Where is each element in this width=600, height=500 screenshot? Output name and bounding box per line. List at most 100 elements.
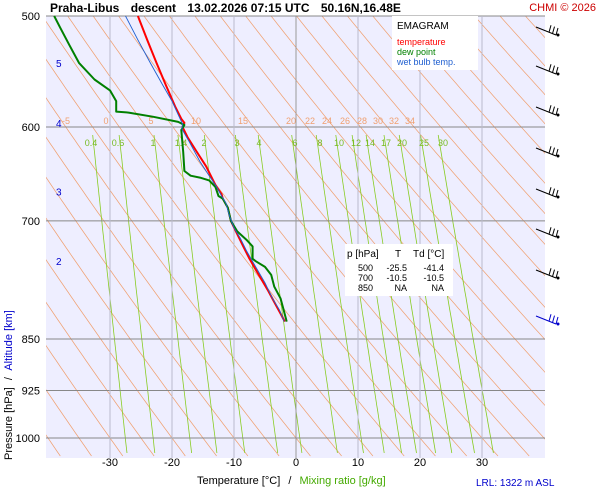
mixing-ratio-label: 0.6 <box>112 138 125 148</box>
wind-barb <box>535 227 560 239</box>
mixing-ratio-label: 20 <box>397 138 407 148</box>
dry-adiabat-line <box>576 16 600 456</box>
sounding-mode: descent <box>131 1 176 15</box>
dry-adiabat-label: 10 <box>191 116 201 126</box>
table-cell: -25.5 <box>386 263 407 273</box>
pressure-tick-label: 700 <box>22 216 40 228</box>
mixing-ratio-line <box>153 134 192 454</box>
mixing-ratio-label: 1.4 <box>175 138 188 148</box>
dry-adiabat-line <box>245 16 545 373</box>
dry-adiabat-label: 20 <box>286 116 296 126</box>
altitude-tick-label: 2 <box>56 257 62 268</box>
temperature-axis-label: Temperature [°C] <box>197 475 280 487</box>
table-header-p: p [hPa] <box>347 249 379 260</box>
mixing-ratio-line <box>177 134 218 454</box>
y-axis-label: Pressure [hPa] / Altitude [km] <box>3 310 15 460</box>
dry-adiabat-line <box>169 16 530 457</box>
mixing-ratio-label: 8 <box>317 138 322 148</box>
pressure-tick-label: 850 <box>22 334 40 346</box>
mixing-ratio-label: 17 <box>381 138 391 148</box>
dry-adiabat-line <box>423 16 545 154</box>
mixing-ratio-label: 6 <box>292 138 297 148</box>
mixing-ratio-line <box>118 134 156 454</box>
legend-temperature: temperature <box>397 37 446 47</box>
legend-wet-bulb: wet bulb temp. <box>396 57 456 67</box>
mixing-ratio-axis-label: Mixing ratio [g/kg] <box>299 475 385 487</box>
pressure-tick-label: 1000 <box>16 433 40 445</box>
dry-adiabat-label: 32 <box>389 116 399 126</box>
dry-adiabat-line <box>67 16 405 457</box>
dry-adiabat-line <box>46 97 311 457</box>
legend: EMAGRAM temperature dew point wet bulb t… <box>392 16 478 70</box>
axis-separator: / <box>3 376 15 380</box>
wind-barb <box>535 105 560 117</box>
legend-dew-point: dew point <box>397 47 436 57</box>
mixing-ratio-line <box>235 134 279 454</box>
dry-adiabat-line <box>46 217 217 457</box>
wind-barb <box>535 25 560 37</box>
dry-adiabat-label: 26 <box>340 116 350 126</box>
mixing-ratio-label: 3 <box>234 138 239 148</box>
dry-adiabat-line <box>270 16 545 340</box>
dry-adiabat-line <box>220 16 545 406</box>
dry-adiabat-line <box>46 301 155 457</box>
dry-adiabat-line <box>46 345 124 457</box>
mixing-ratio-line <box>203 134 246 454</box>
pressure-tick-label: 925 <box>22 386 40 398</box>
dry-adiabat-label: -5 <box>62 116 70 126</box>
dry-adiabat-label: 15 <box>238 116 248 126</box>
sounding-series <box>53 15 288 323</box>
table-header-td: Td [°C] <box>413 249 444 260</box>
dry-adiabat-line <box>46 20 374 457</box>
dry-adiabat-line <box>46 136 280 457</box>
pressure-axis-label: Pressure [hPa] <box>3 387 15 460</box>
altitude-tick-label: 5 <box>56 59 62 70</box>
mixing-ratio-label: 25 <box>419 138 429 148</box>
wind-barb <box>535 187 560 199</box>
mixing-ratio-line <box>315 134 364 454</box>
pressure-tick-label: 500 <box>22 11 40 23</box>
dry-adiabat-line <box>321 16 545 277</box>
table-header-t: T <box>395 249 401 260</box>
mixing-ratio-line <box>291 134 338 454</box>
lrl-label: LRL: 1322 m ASL <box>476 478 555 489</box>
mixing-ratio-label: 2 <box>201 138 206 148</box>
temperature-tick-label: 30 <box>476 457 488 469</box>
sounding-location: 50.16N,16.48E <box>321 1 401 15</box>
x-axis-label: Temperature [°C] / Mixing ratio [g/kg] <box>197 475 386 487</box>
legend-title: EMAGRAM <box>397 21 449 32</box>
mixing-ratio-label: 4 <box>256 138 261 148</box>
dry-adiabat-line <box>143 16 499 457</box>
table-cell: -10.5 <box>386 273 407 283</box>
wind-barbs <box>535 25 560 326</box>
mixing-ratio-label: 30 <box>438 138 448 148</box>
temperature-tick-label: 10 <box>352 457 364 469</box>
mixing-ratio-label: 14 <box>365 138 375 148</box>
temperature-tick-label: -30 <box>102 457 118 469</box>
dry-adiabat-line <box>194 16 545 440</box>
mixing-ratio-label: 1 <box>150 138 155 148</box>
dry-adiabat-label: 30 <box>373 116 383 126</box>
wind-barb <box>535 268 560 280</box>
altitude-axis-label: Altitude [km] <box>3 310 15 371</box>
mixing-ratio-label: 10 <box>334 138 344 148</box>
level-table: p [hPa] T Td [°C] 500 -25.5 -41.4 700 -1… <box>345 244 453 296</box>
mixing-ratio-label: 12 <box>351 138 361 148</box>
table-cell: NA <box>394 283 407 293</box>
dry-adiabat-label: 0 <box>103 116 108 126</box>
wind-barb <box>535 314 560 326</box>
dry-adiabat-line <box>46 176 249 457</box>
dry-adiabat-label: 22 <box>305 116 315 126</box>
altitude-tick-label: 3 <box>56 187 62 198</box>
dry-adiabat-label: 5 <box>148 116 153 126</box>
dry-adiabat-line <box>46 58 342 457</box>
station-name: Praha-Libus <box>50 1 120 15</box>
dry-adiabat-line <box>372 16 545 215</box>
mixing-ratio-line <box>437 134 494 454</box>
wind-barb <box>535 64 560 76</box>
table-cell: 700 <box>358 273 373 283</box>
altitude-tick-label: 4 <box>56 119 62 130</box>
dry-adiabat-label: 28 <box>357 116 367 126</box>
